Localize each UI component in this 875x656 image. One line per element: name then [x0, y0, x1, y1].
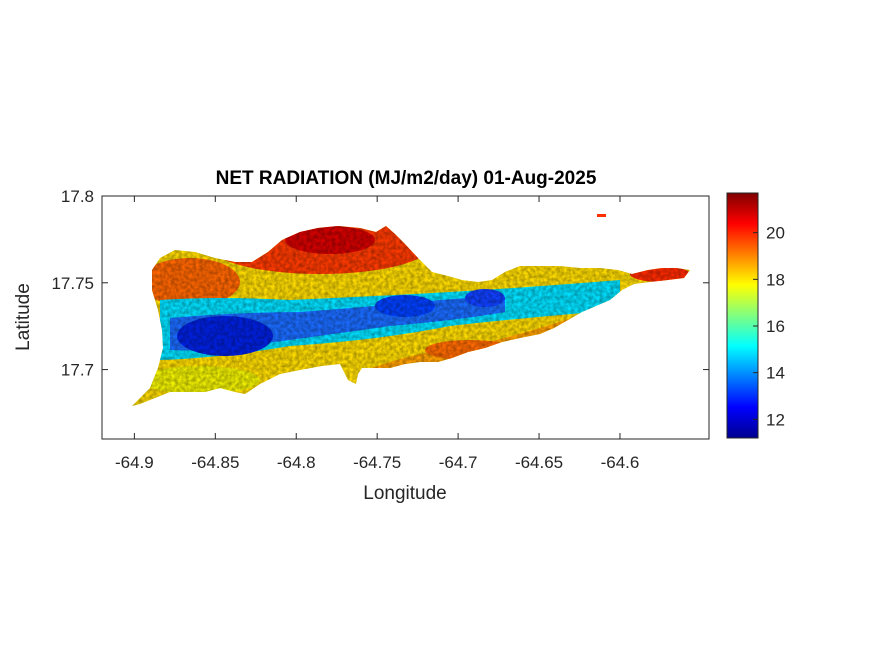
- x-axis-ticks: -64.9 -64.85 -64.8 -64.75 -64.7 -64.65 -64.6: [115, 196, 639, 472]
- colorbar-tick-label: 16: [766, 317, 785, 336]
- colorbar: [726, 192, 759, 439]
- colorbar-ticks: 12 14 16 18 20: [753, 224, 785, 429]
- x-axis-label: Longitude: [363, 483, 446, 504]
- y-axis-ticks: 17.7 17.75 17.8: [51, 187, 709, 380]
- y-tick-label: 17.75: [51, 274, 94, 293]
- colorbar-tick-label: 12: [766, 410, 785, 429]
- colorbar-tick-label: 14: [766, 364, 785, 383]
- colorbar-tick-label: 20: [766, 224, 785, 243]
- y-axis-label: Latitude: [13, 283, 34, 351]
- x-tick-label: -64.85: [191, 453, 239, 472]
- colorbar-tick-label: 18: [766, 270, 785, 289]
- x-tick-label: -64.6: [601, 453, 640, 472]
- x-tick-label: -64.8: [277, 453, 316, 472]
- islet: [597, 214, 606, 217]
- x-tick-label: -64.7: [439, 453, 478, 472]
- y-tick-label: 17.7: [61, 361, 94, 380]
- y-tick-label: 17.8: [61, 187, 94, 206]
- x-tick-label: -64.75: [353, 453, 401, 472]
- x-tick-label: -64.9: [115, 453, 154, 472]
- x-tick-label: -64.65: [515, 453, 563, 472]
- chart-title: NET RADIATION (MJ/m2/day) 01-Aug-2025: [216, 168, 597, 189]
